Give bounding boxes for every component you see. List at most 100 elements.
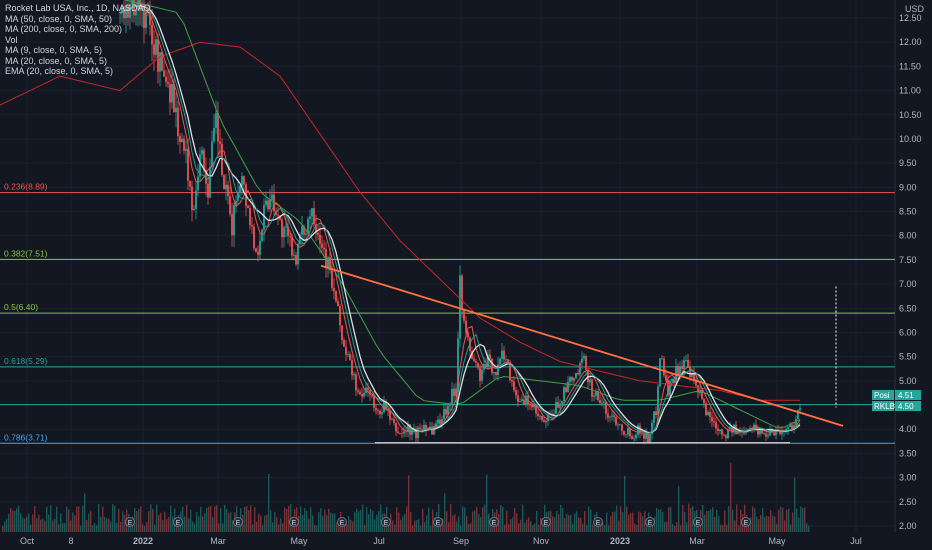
volume-bar [216,505,218,532]
time-axis[interactable]: Oct 8 2022 Mar May Jul Sep Nov 2023 Mar May Jul [20,536,862,546]
earnings-circle [433,517,443,527]
volume-bar [602,521,604,532]
candle-body [415,428,417,439]
candle-body [661,358,663,360]
candle-body [529,404,531,406]
candle-body [335,291,337,302]
earnings-circle [741,517,751,527]
candle-body [553,413,555,416]
earnings-circle [337,517,347,527]
candle-body [127,4,129,18]
candle-body [479,367,481,381]
volume-bar [88,513,90,532]
candle-body [359,391,361,395]
candle-body [725,435,727,439]
volume-bar [356,508,358,532]
volume-bar [64,522,66,532]
candle-body [497,364,499,375]
volume-bar [606,512,608,532]
volume-bar [638,511,640,532]
candle-body [233,205,235,236]
volume-bar [266,514,268,532]
candle-body [393,419,395,424]
candle-body [437,419,439,424]
earnings-label: E [648,520,653,527]
volume-bar [394,524,396,532]
volume-bar [622,512,624,532]
candle-body [563,387,565,402]
volume-bar [286,509,288,532]
candle-body [377,410,379,412]
candle-body [207,183,209,198]
volume-bar [196,512,198,532]
candle-body [583,356,585,359]
candle-body [169,84,171,103]
volume-bar [740,509,742,532]
volume-bar [712,506,714,532]
candle-body [605,401,607,414]
legend-ma50[interactable]: MA (50, close, 0, SMA, 50) [5,13,113,24]
volume-bar [802,507,804,532]
volume-bar [2,525,4,532]
volume-bar [670,506,672,532]
candle-body [505,359,507,361]
candle-body [289,236,291,238]
fib-label: 0.236(8.89) [4,182,48,192]
volume-bar [124,514,126,532]
volume-bar [490,521,492,532]
legend-ma20[interactable]: MA (20, close, 0, SMA, 5) [5,55,108,66]
volume-bar [400,519,402,532]
legend-vol[interactable]: Vol [5,34,18,45]
volume-bar [770,510,772,532]
candle-body [191,186,193,211]
volume-bar [336,522,338,532]
legend-ema20[interactable]: EMA (20, close, 0, SMA, 5) [5,66,114,76]
fib-label: 0.382(7.51) [4,248,48,258]
volume-bar [322,515,324,532]
volume-bar [166,519,168,532]
candle-body [151,24,153,45]
candle-body [645,432,647,439]
earnings-circle [693,517,703,527]
candle-body [435,423,437,427]
volume-bar [736,504,738,532]
volume-bar [40,519,42,532]
y-tick-label: 11.50 [899,61,921,71]
volume-bar [612,511,614,532]
candle-body [785,428,787,431]
volume-bar [352,521,354,532]
volume-bar [318,512,320,532]
volume-bar [808,525,810,532]
candle-body [543,420,545,423]
price-axis[interactable]: 12.50 12.00 11.50 11.00 10.50 10.00 9.50 9.00 8.… [899,13,922,531]
volume-bar [570,515,572,532]
volume-bar [586,525,588,532]
volume-bar [328,509,330,532]
volume-bar [402,516,404,532]
candle-body [439,419,441,424]
legend-ma200[interactable]: MA (200, close, 0, SMA, 200) [5,24,123,34]
earnings-label: E [128,520,133,527]
badge-value: 4.51 [898,391,914,400]
legend-ma9[interactable]: MA (9, close, 0, SMA, 5) [5,45,103,55]
volume-bar [624,475,626,532]
volume-bar [208,506,210,532]
indicator-legend[interactable]: Rocket Lab USA, Inc., 1D, NASDAQ MA (50,… [5,3,151,77]
candle-body [279,215,281,220]
volume-bar [474,510,476,532]
volume-bar [306,510,308,532]
volume-bar [152,508,154,532]
candle-body [493,371,495,374]
candle-body [389,410,391,420]
candle-body [635,434,637,439]
volume-bar [772,515,774,532]
candle-body [689,366,691,378]
legend-symbol[interactable]: Rocket Lab USA, Inc., 1D, NASDAQ [5,3,151,13]
candle-body [707,411,709,415]
candle-body [705,403,707,415]
candle-body [295,254,297,265]
candle-body [643,433,645,439]
volume-bar [172,516,174,532]
